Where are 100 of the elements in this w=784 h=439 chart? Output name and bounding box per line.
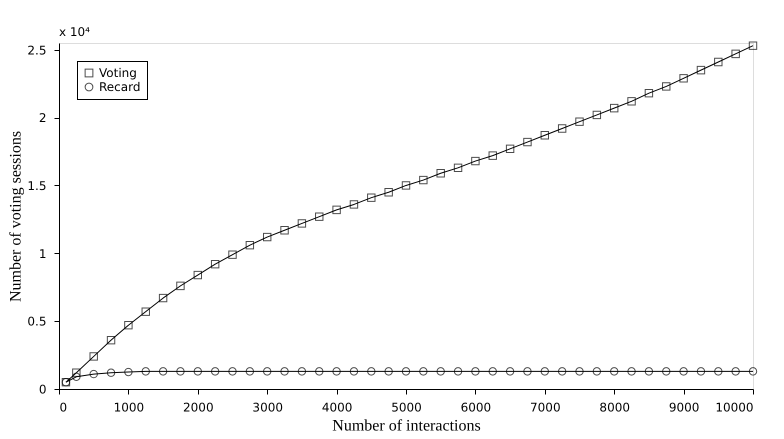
point	[262, 367, 272, 376]
point	[506, 367, 514, 376]
point	[280, 226, 289, 234]
y-tick-label: 1.5	[27, 178, 46, 193]
point	[731, 367, 740, 376]
point	[332, 367, 341, 376]
point	[714, 367, 723, 376]
point	[158, 367, 168, 376]
point	[488, 367, 497, 376]
point	[436, 367, 445, 376]
point	[194, 367, 202, 376]
point	[748, 42, 758, 50]
y-axis-title: Number of voting sessions	[7, 130, 24, 302]
point	[176, 282, 185, 290]
x-tick-label: 1000	[114, 400, 144, 414]
y-tick-label: 1	[38, 246, 46, 261]
point	[124, 321, 133, 330]
point	[575, 367, 584, 376]
legend-label: Recard	[99, 80, 140, 94]
point	[228, 367, 237, 376]
point	[627, 97, 636, 106]
point	[106, 368, 116, 377]
point	[592, 110, 602, 120]
x-tick-label: 8000	[599, 400, 630, 414]
point	[176, 367, 185, 376]
point	[315, 212, 324, 221]
point	[523, 138, 532, 146]
point	[696, 66, 706, 74]
point	[298, 367, 306, 376]
x-axis-title: Number of interactions	[332, 418, 481, 434]
point	[662, 367, 670, 376]
point	[280, 367, 289, 376]
point	[540, 131, 550, 140]
point	[89, 352, 98, 361]
x-tick-label: 3000	[252, 400, 283, 414]
point	[419, 367, 428, 376]
point	[558, 367, 566, 376]
point	[142, 307, 150, 316]
point	[610, 367, 618, 376]
y-tick-label: 2	[38, 111, 46, 126]
point	[384, 367, 393, 376]
point	[436, 169, 445, 178]
point	[350, 200, 358, 209]
point	[679, 74, 688, 82]
point	[558, 124, 566, 133]
point	[315, 367, 324, 376]
point	[332, 206, 341, 214]
point	[210, 367, 220, 376]
x-tick-label: 10000	[715, 400, 754, 414]
point	[419, 176, 428, 184]
x-tick-label: 4000	[322, 400, 352, 414]
point	[384, 188, 393, 196]
x-tick-label: 0	[60, 400, 68, 414]
y-tick-label: 2.5	[27, 43, 46, 58]
point	[262, 232, 272, 242]
point	[748, 367, 758, 376]
point	[367, 367, 376, 376]
point	[350, 367, 358, 376]
point	[402, 181, 410, 190]
x-tick-label: 9000	[668, 400, 700, 414]
point	[246, 367, 254, 376]
point	[488, 151, 497, 160]
point	[610, 104, 618, 112]
point	[575, 117, 584, 126]
point	[142, 367, 150, 376]
point	[592, 367, 602, 376]
x-tick-label: 7000	[530, 400, 561, 414]
point	[402, 367, 410, 376]
point	[298, 219, 306, 228]
point	[471, 156, 480, 166]
point	[72, 372, 81, 381]
x-tick-label: 6000	[460, 400, 492, 414]
point	[158, 294, 168, 302]
point	[471, 367, 480, 376]
point	[124, 368, 133, 376]
point	[367, 193, 376, 202]
point	[679, 367, 688, 376]
point	[540, 367, 550, 376]
point	[714, 58, 723, 66]
point	[662, 82, 670, 91]
y-tick-label: 0	[38, 382, 46, 396]
point	[644, 367, 654, 376]
legend-label: Voting	[99, 66, 137, 80]
point	[194, 270, 202, 280]
point	[228, 250, 237, 259]
point	[72, 368, 81, 377]
point	[696, 367, 706, 376]
point	[89, 370, 98, 378]
point	[210, 260, 220, 268]
point	[731, 50, 740, 58]
x-tick-label: 2000	[183, 400, 214, 414]
point	[246, 240, 254, 250]
x-tick-label: 5000	[391, 400, 422, 414]
text: x 10⁴	[59, 25, 90, 39]
point	[644, 88, 654, 98]
point	[506, 144, 514, 154]
point	[627, 367, 636, 376]
point	[106, 336, 116, 344]
point	[454, 164, 462, 172]
y-tick-label: 0.5	[27, 314, 46, 329]
